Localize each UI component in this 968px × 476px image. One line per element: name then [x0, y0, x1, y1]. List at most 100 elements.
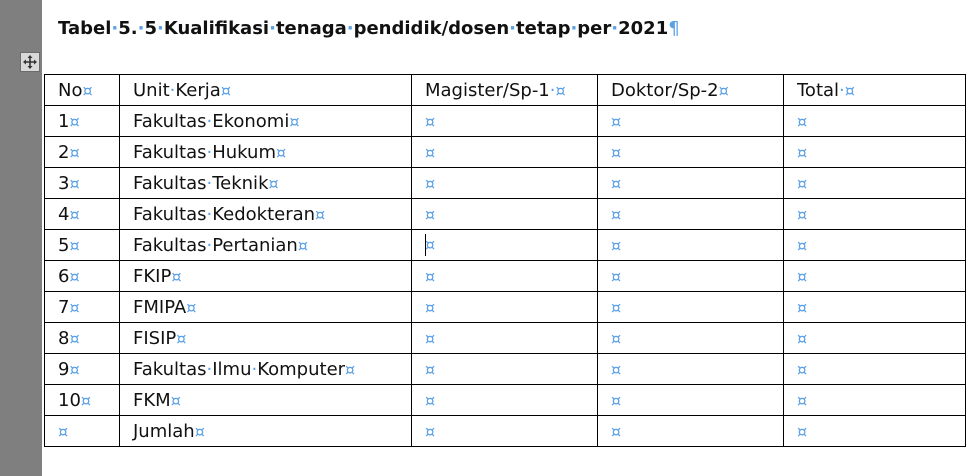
cell-unit[interactable]: Fakultas·Pertanian¤ [119, 229, 412, 261]
end-of-cell-marker: ¤ [611, 421, 622, 441]
end-of-cell-marker: ¤ [611, 297, 622, 317]
end-of-cell-marker: ¤ [171, 266, 182, 286]
cell-no[interactable]: 4¤ [44, 198, 120, 230]
end-of-cell-marker: ¤ [69, 328, 80, 348]
end-of-cell-marker: ¤ [797, 297, 808, 317]
cell-magister[interactable]: ¤ [411, 136, 598, 168]
cell-magister[interactable]: ¤ [411, 198, 598, 230]
header-cell[interactable]: No¤ [44, 74, 120, 106]
end-of-cell-marker: ¤ [797, 266, 808, 286]
end-of-cell-marker: ¤ [611, 266, 622, 286]
cell-doktor[interactable]: ¤ [597, 198, 784, 230]
table-caption[interactable]: Tabel·5.·5·Kualifikasi·tenaga·pendidik/d… [58, 18, 680, 39]
cell-magister[interactable]: ¤ [411, 322, 598, 354]
header-cell[interactable]: Doktor/Sp-2¤ [597, 74, 784, 106]
cell-total[interactable]: ¤ [783, 322, 966, 354]
end-of-cell-marker: ¤ [58, 421, 69, 441]
table-row: 8¤ FISIP¤ ¤ ¤ ¤ [44, 322, 966, 354]
cell-unit[interactable]: Fakultas·Ilmu·Komputer¤ [119, 353, 412, 385]
cell-unit[interactable]: Fakultas·Hukum¤ [119, 136, 412, 168]
cell-unit[interactable]: Jumlah¤ [119, 415, 412, 447]
space-marker: · [549, 79, 556, 101]
cell-no[interactable]: 2¤ [44, 136, 120, 168]
cell-no[interactable]: 10¤ [44, 384, 120, 416]
cell-total[interactable]: ¤ [783, 167, 966, 199]
end-of-cell-marker: ¤ [797, 359, 808, 379]
cell-total[interactable]: ¤ [783, 136, 966, 168]
cell-doktor[interactable]: ¤ [597, 260, 784, 292]
table-row: 6¤ FKIP¤ ¤ ¤ ¤ [44, 260, 966, 292]
end-of-cell-marker: ¤ [220, 80, 231, 100]
end-of-cell-marker: ¤ [69, 142, 80, 162]
end-of-cell-marker: ¤ [611, 204, 622, 224]
cell-total[interactable]: ¤ [783, 353, 966, 385]
cell-doktor[interactable]: ¤ [597, 105, 784, 137]
cell-magister[interactable]: ¤ [411, 291, 598, 323]
cell-unit[interactable]: FKM¤ [119, 384, 412, 416]
cell-no[interactable]: 5¤ [44, 229, 120, 261]
cell-total[interactable]: ¤ [783, 105, 966, 137]
cell-unit[interactable]: FISIP¤ [119, 322, 412, 354]
cell-doktor[interactable]: ¤ [597, 322, 784, 354]
end-of-cell-marker: ¤ [82, 80, 93, 100]
table-move-handle[interactable] [20, 52, 40, 72]
end-of-cell-marker: ¤ [69, 204, 80, 224]
cell-magister[interactable]: ¤ [411, 415, 598, 447]
table-row: 3¤ Fakultas·Teknik¤ ¤ ¤ ¤ [44, 167, 966, 199]
end-of-cell-marker: ¤ [69, 111, 80, 131]
cell-magister[interactable]: ¤ [411, 229, 598, 261]
cell-no[interactable]: 3¤ [44, 167, 120, 199]
cell-doktor[interactable]: ¤ [597, 167, 784, 199]
cell-no[interactable]: 1¤ [44, 105, 120, 137]
space-marker: · [206, 141, 213, 163]
cell-no[interactable]: 8¤ [44, 322, 120, 354]
end-of-cell-marker: ¤ [797, 421, 808, 441]
end-of-cell-marker: ¤ [797, 204, 808, 224]
cell-total[interactable]: ¤ [783, 260, 966, 292]
space-marker: · [346, 18, 354, 39]
cell-unit[interactable]: FMIPA¤ [119, 291, 412, 323]
cell-magister[interactable]: ¤ [411, 167, 598, 199]
cell-doktor[interactable]: ¤ [597, 384, 784, 416]
cell-doktor[interactable]: ¤ [597, 229, 784, 261]
end-of-cell-marker: ¤ [176, 328, 187, 348]
cell-magister[interactable]: ¤ [411, 105, 598, 137]
space-marker: · [206, 358, 213, 380]
cell-magister[interactable]: ¤ [411, 353, 598, 385]
end-of-cell-marker: ¤ [425, 359, 436, 379]
header-cell[interactable]: Total·¤ [783, 74, 966, 106]
cell-unit[interactable]: FKIP¤ [119, 260, 412, 292]
end-of-cell-marker: ¤ [611, 390, 622, 410]
cell-no[interactable]: ¤ [44, 415, 120, 447]
end-of-cell-marker: ¤ [425, 266, 436, 286]
cell-no[interactable]: 7¤ [44, 291, 120, 323]
cell-unit[interactable]: Fakultas·Ekonomi¤ [119, 105, 412, 137]
cell-total[interactable]: ¤ [783, 291, 966, 323]
end-of-cell-marker: ¤ [315, 204, 326, 224]
cell-no[interactable]: 6¤ [44, 260, 120, 292]
cell-total[interactable]: ¤ [783, 384, 966, 416]
cell-doktor[interactable]: ¤ [597, 415, 784, 447]
end-of-cell-marker: ¤ [425, 142, 436, 162]
cell-unit[interactable]: Fakultas·Kedokteran¤ [119, 198, 412, 230]
cell-doktor[interactable]: ¤ [597, 353, 784, 385]
cell-no[interactable]: 9¤ [44, 353, 120, 385]
end-of-cell-marker: ¤ [797, 235, 808, 255]
cell-magister[interactable]: ¤ [411, 384, 598, 416]
cell-total[interactable]: ¤ [783, 198, 966, 230]
cell-doktor[interactable]: ¤ [597, 136, 784, 168]
end-of-cell-marker: ¤ [186, 297, 197, 317]
table-header-row: No¤ Unit·Kerja¤ Magister/Sp-1·¤ Doktor/Sp-2… [44, 74, 966, 106]
end-of-cell-marker: ¤ [797, 142, 808, 162]
space-marker: · [570, 18, 578, 39]
cell-total[interactable]: ¤ [783, 229, 966, 261]
cell-unit[interactable]: Fakultas·Teknik¤ [119, 167, 412, 199]
cell-total[interactable]: ¤ [783, 415, 966, 447]
cell-doktor[interactable]: ¤ [597, 291, 784, 323]
header-cell[interactable]: Unit·Kerja¤ [119, 74, 412, 106]
cell-magister[interactable]: ¤ [411, 260, 598, 292]
space-marker: · [156, 18, 164, 39]
end-of-cell-marker: ¤ [69, 173, 80, 193]
end-of-cell-marker: ¤ [611, 173, 622, 193]
header-cell[interactable]: Magister/Sp-1·¤ [411, 74, 598, 106]
